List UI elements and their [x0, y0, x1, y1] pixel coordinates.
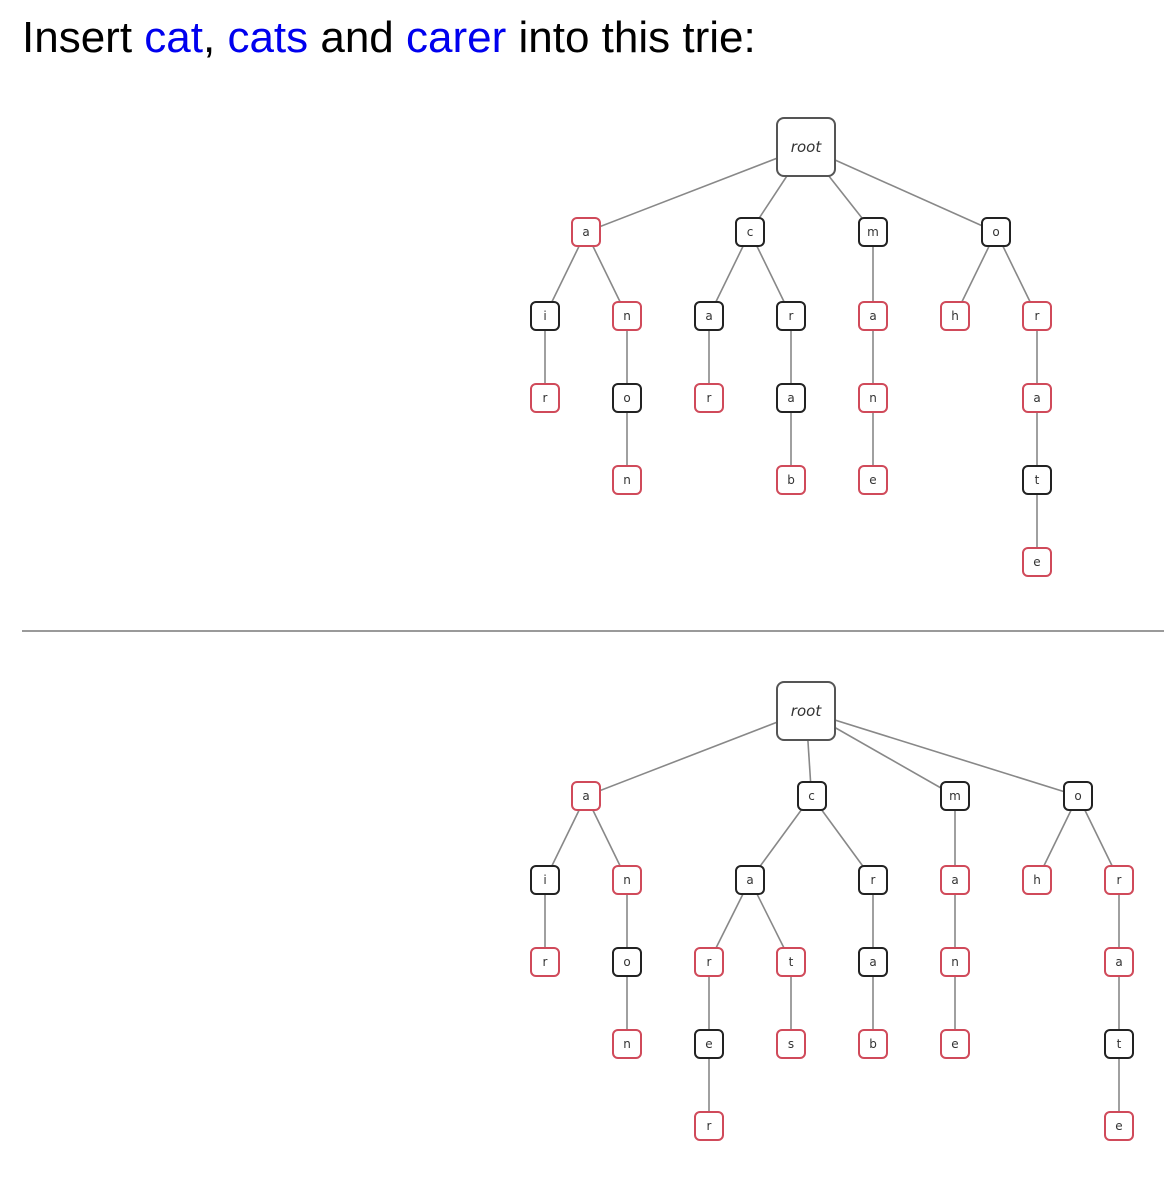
trie-root-node: root [776, 117, 836, 177]
inserted-word-cats: cats [227, 13, 308, 62]
trie-node-a: a [1022, 383, 1052, 413]
trie-node-r: r [694, 947, 724, 977]
title-separator: and [308, 13, 406, 62]
trie-node-n: n [612, 465, 642, 495]
trie-node-a: a [858, 947, 888, 977]
title-separator: , [203, 13, 227, 62]
trie-node-e: e [694, 1029, 724, 1059]
trie-node-i: i [530, 301, 560, 331]
trie-node-s: s [776, 1029, 806, 1059]
inserted-word-cat: cat [144, 13, 203, 62]
trie-node-c: c [797, 781, 827, 811]
trie-node-m: m [858, 217, 888, 247]
trie-node-m: m [940, 781, 970, 811]
trie-node-t: t [1022, 465, 1052, 495]
trie-node-r: r [530, 947, 560, 977]
trie-node-h: h [940, 301, 970, 331]
trie-node-r: r [694, 383, 724, 413]
trie-node-h: h [1022, 865, 1052, 895]
trie-node-a: a [776, 383, 806, 413]
trie-node-r: r [1104, 865, 1134, 895]
section-divider [22, 630, 1164, 632]
trie-node-t: t [1104, 1029, 1134, 1059]
trie-node-n: n [612, 1029, 642, 1059]
inserted-word-carer: carer [406, 13, 506, 62]
trie-node-n: n [612, 301, 642, 331]
trie-node-b: b [858, 1029, 888, 1059]
trie-node-a: a [940, 865, 970, 895]
trie-node-e: e [940, 1029, 970, 1059]
trie-node-a: a [858, 301, 888, 331]
trie-node-a: a [571, 781, 601, 811]
trie-node-r: r [858, 865, 888, 895]
trie-node-t: t [776, 947, 806, 977]
trie-node-a: a [571, 217, 601, 247]
trie-edges [0, 664, 1164, 1194]
trie-edge-to-a [586, 147, 806, 232]
trie-root-node: root [776, 681, 836, 741]
trie-node-r: r [1022, 301, 1052, 331]
trie-node-e: e [1104, 1111, 1134, 1141]
trie-node-i: i [530, 865, 560, 895]
trie-node-n: n [940, 947, 970, 977]
trie-edges [0, 100, 1164, 630]
title-suffix: into this trie: [506, 13, 755, 62]
trie-node-a: a [1104, 947, 1134, 977]
trie-node-o: o [612, 383, 642, 413]
trie-node-o: o [981, 217, 1011, 247]
trie-node-n: n [612, 865, 642, 895]
trie-before-diagram: root a i r n o n c a r r a b m a n e o h r a t e [0, 100, 1164, 630]
trie-node-n: n [858, 383, 888, 413]
trie-after-diagram: root a i r n o n c a r e r t s r a b m a n e o h r a t e [0, 664, 1164, 1194]
trie-node-r: r [694, 1111, 724, 1141]
title-prefix: Insert [22, 13, 144, 62]
trie-node-e: e [1022, 547, 1052, 577]
trie-node-r: r [776, 301, 806, 331]
trie-node-o: o [1063, 781, 1093, 811]
trie-node-c: c [735, 217, 765, 247]
trie-edge-to-a [586, 711, 806, 796]
trie-node-e: e [858, 465, 888, 495]
page-title: Insert cat, cats and carer into this tri… [22, 14, 756, 62]
trie-node-a: a [694, 301, 724, 331]
trie-node-r: r [530, 383, 560, 413]
trie-node-a: a [735, 865, 765, 895]
trie-node-b: b [776, 465, 806, 495]
trie-node-o: o [612, 947, 642, 977]
